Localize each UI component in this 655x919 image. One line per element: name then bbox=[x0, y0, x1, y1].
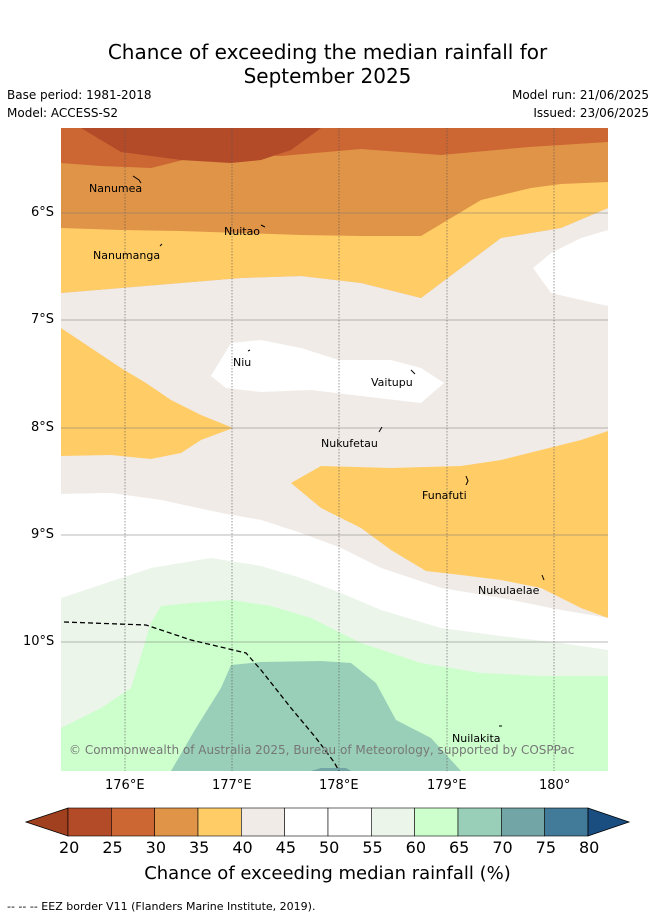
place-nanumanga: Nanumanga bbox=[93, 249, 160, 262]
colorbar-swatch bbox=[457, 807, 502, 837]
colorbar-swatch bbox=[154, 807, 199, 837]
place-nukufetau: Nukufetau bbox=[321, 437, 378, 450]
colorbar-tick-label: 40 bbox=[232, 838, 253, 857]
place-nukulaelae: Nukulaelae bbox=[478, 584, 540, 597]
title-line-2: September 2025 bbox=[243, 64, 412, 88]
eez-footnote: -- -- -- EEZ border V11 (Flanders Marine… bbox=[7, 900, 316, 913]
lon-label-177e: 177°E bbox=[212, 778, 252, 793]
lon-label-178e: 178°E bbox=[319, 778, 359, 793]
colorbar-over-arrow bbox=[587, 807, 631, 837]
base-period: Base period: 1981-2018 bbox=[7, 88, 152, 102]
place-funafuti: Funafuti bbox=[422, 489, 467, 502]
colorbar-under-arrow bbox=[24, 807, 69, 837]
colorbar-tick-label: 50 bbox=[319, 838, 340, 857]
colorbar-tick-label: 55 bbox=[362, 838, 383, 857]
colorbar-swatch bbox=[241, 807, 285, 837]
colorbar-swatch bbox=[67, 807, 112, 837]
place-nanumea: Nanumea bbox=[89, 182, 142, 195]
lat-label-7s: 7°S bbox=[31, 312, 55, 327]
colorbar-tick-label: 75 bbox=[535, 838, 557, 857]
colorbar-tick-label: 45 bbox=[275, 838, 297, 857]
lat-label-6s: 6°S bbox=[31, 205, 55, 220]
lon-label-179e: 179°E bbox=[427, 778, 467, 793]
patch-white-central bbox=[211, 340, 444, 403]
band-funafuti bbox=[291, 431, 608, 618]
colorbar-swatch bbox=[501, 807, 545, 837]
eez-border bbox=[63, 621, 340, 771]
lat-label-8s: 8°S bbox=[31, 420, 55, 435]
band-35-40 bbox=[61, 182, 608, 298]
colorbar-tick-label: 65 bbox=[449, 838, 470, 857]
place-nuitao: Nuitao bbox=[224, 225, 260, 238]
rainfall-map: Nanumea Nuitao Nanumanga Niu Vaitupu Nuk… bbox=[61, 128, 608, 771]
place-niu: Niu bbox=[233, 356, 251, 369]
colorbar-swatch bbox=[327, 807, 372, 837]
colorbar-swatch bbox=[284, 807, 329, 837]
place-nuilakita: Nuilakita bbox=[452, 732, 501, 745]
copyright-notice: © Commonwealth of Australia 2025, Bureau… bbox=[69, 743, 574, 757]
place-vaitupu: Vaitupu bbox=[371, 376, 413, 389]
map-title: Chance of exceeding the median rainfall … bbox=[0, 40, 655, 88]
colorbar-label: Chance of exceeding median rainfall (%) bbox=[144, 863, 511, 884]
issued-date: Issued: 23/06/2025 bbox=[533, 106, 649, 120]
lat-label-10s: 10°S bbox=[23, 634, 55, 649]
colorbar-swatch bbox=[371, 807, 415, 837]
model-run: Model run: 21/06/2025 bbox=[511, 88, 649, 102]
colorbar-tick-label: 25 bbox=[102, 838, 123, 857]
lon-label-180: 180° bbox=[539, 778, 571, 793]
colorbar-tick-label: 80 bbox=[579, 838, 600, 857]
title-line-1: Chance of exceeding the median rainfall … bbox=[107, 40, 548, 64]
colorbar-swatch bbox=[197, 807, 242, 837]
band-65-70 bbox=[171, 661, 461, 771]
colorbar-swatch bbox=[544, 807, 589, 837]
colorbar-swatch bbox=[111, 807, 155, 837]
colorbar-swatch bbox=[414, 807, 459, 837]
band-20-25 bbox=[61, 128, 321, 163]
lon-label-176e: 176°E bbox=[105, 778, 145, 793]
colorbar-tick-label: 30 bbox=[145, 838, 167, 857]
lat-label-9s: 9°S bbox=[31, 527, 55, 542]
colorbar-tick-label: 20 bbox=[59, 838, 80, 857]
colorbar-tick-label: 35 bbox=[189, 838, 210, 857]
colorbar-tick-label: 60 bbox=[405, 838, 427, 857]
model-name: Model: ACCESS-S2 bbox=[7, 106, 119, 120]
colorbar bbox=[24, 807, 631, 837]
colorbar-tick-label: 70 bbox=[492, 838, 513, 857]
